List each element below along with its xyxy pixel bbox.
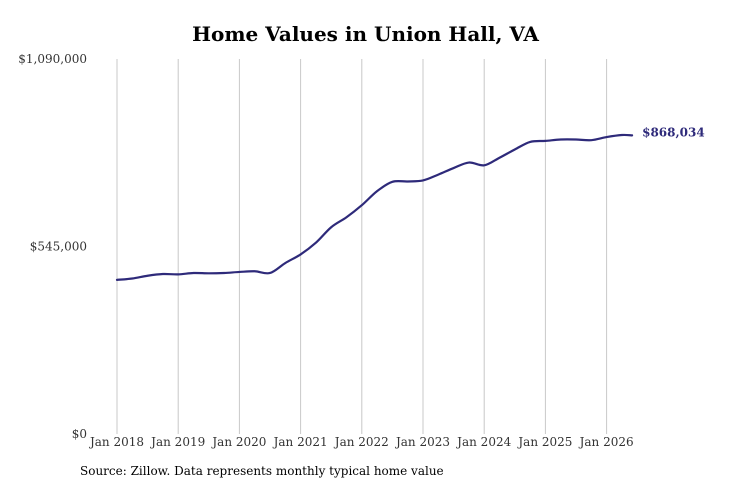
x-tick-label: Jan 2023 <box>394 435 450 449</box>
source-note: Source: Zillow. Data represents monthly … <box>80 464 444 478</box>
x-tick-label: Jan 2018 <box>88 435 144 449</box>
x-tick-label: Jan 2026 <box>578 435 634 449</box>
series-line <box>115 133 634 281</box>
x-tick-label: Jan 2022 <box>333 435 389 449</box>
x-tick-label: Jan 2020 <box>210 435 266 449</box>
y-axis-ticks: $1,090,000 $545,000 $0 <box>18 52 87 441</box>
y-tick-label: $0 <box>72 427 87 441</box>
y-tick-label: $545,000 <box>30 240 87 254</box>
x-tick-label: Jan 2025 <box>516 435 572 449</box>
series-end-label: $868,034 <box>642 125 705 139</box>
x-tick-label: Jan 2019 <box>149 435 205 449</box>
x-axis-ticks: Jan 2018 Jan 2019 Jan 2020 Jan 2021 Jan 2022… <box>88 435 634 449</box>
x-tick-label: Jan 2024 <box>455 435 511 449</box>
y-tick-label: $1,090,000 <box>18 52 87 66</box>
gridlines <box>116 59 608 434</box>
chart-title: Home Values in Union Hall, VA <box>192 22 539 46</box>
x-tick-label: Jan 2021 <box>272 435 328 449</box>
